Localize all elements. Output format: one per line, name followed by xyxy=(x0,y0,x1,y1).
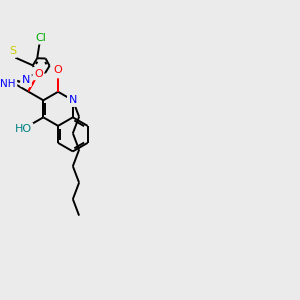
Text: O: O xyxy=(34,68,43,79)
Text: N: N xyxy=(69,95,77,105)
Text: O: O xyxy=(54,67,62,76)
Text: O: O xyxy=(54,65,62,75)
Text: HO: HO xyxy=(15,124,32,134)
Text: O: O xyxy=(54,65,62,75)
Text: Cl: Cl xyxy=(35,33,46,43)
Text: S: S xyxy=(9,46,16,56)
Text: NH: NH xyxy=(0,79,16,89)
Text: N: N xyxy=(22,75,30,85)
